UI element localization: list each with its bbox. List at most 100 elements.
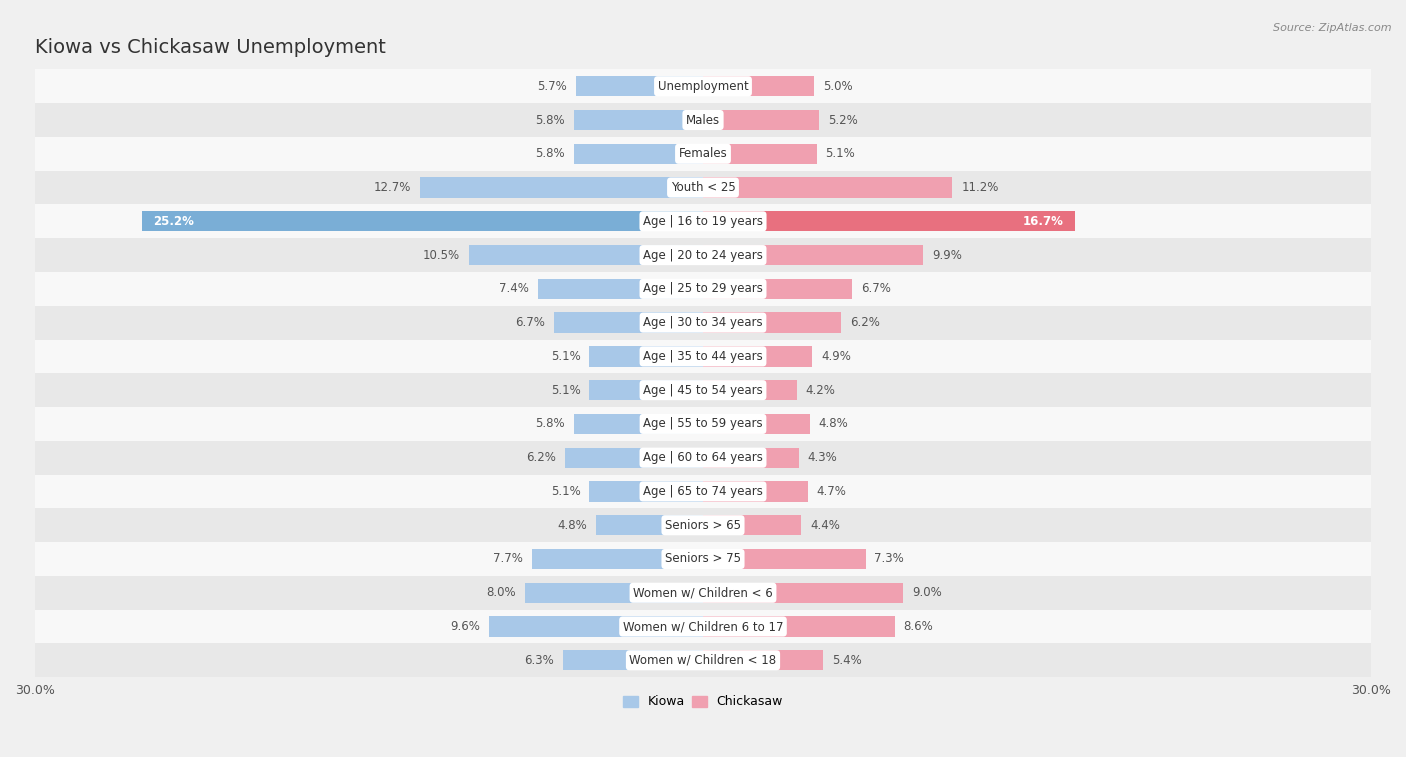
Bar [35,70,1371,103]
Bar [703,549,866,569]
Bar [562,650,703,671]
Bar [703,177,952,198]
Text: Seniors > 75: Seniors > 75 [665,553,741,565]
Text: Seniors > 65: Seniors > 65 [665,519,741,531]
Text: 5.1%: 5.1% [551,485,581,498]
Text: Age | 35 to 44 years: Age | 35 to 44 years [643,350,763,363]
Bar [142,211,703,232]
Text: Age | 25 to 29 years: Age | 25 to 29 years [643,282,763,295]
Bar [703,279,852,299]
Bar [703,616,894,637]
Text: 5.7%: 5.7% [537,79,567,93]
Bar [574,144,703,164]
Bar [703,76,814,96]
Text: Age | 55 to 59 years: Age | 55 to 59 years [643,417,763,431]
Bar [703,583,904,603]
Text: 4.8%: 4.8% [557,519,588,531]
Bar [554,313,703,333]
Bar [35,137,1371,170]
Bar [703,211,1076,232]
Bar [703,447,799,468]
Bar [703,380,797,400]
Text: Females: Females [679,148,727,160]
Bar [35,475,1371,509]
Bar [489,616,703,637]
Bar [420,177,703,198]
Bar [470,245,703,265]
Text: Age | 30 to 34 years: Age | 30 to 34 years [643,316,763,329]
Bar [35,103,1371,137]
Text: Youth < 25: Youth < 25 [671,181,735,194]
Text: Age | 60 to 64 years: Age | 60 to 64 years [643,451,763,464]
Bar [574,110,703,130]
Legend: Kiowa, Chickasaw: Kiowa, Chickasaw [619,690,787,713]
Bar [703,110,818,130]
Text: 8.0%: 8.0% [486,586,516,600]
Text: Age | 45 to 54 years: Age | 45 to 54 years [643,384,763,397]
Bar [531,549,703,569]
Text: 4.9%: 4.9% [821,350,851,363]
Bar [703,144,817,164]
Bar [35,643,1371,678]
Text: 5.1%: 5.1% [551,384,581,397]
Text: 5.0%: 5.0% [824,79,853,93]
Text: Age | 20 to 24 years: Age | 20 to 24 years [643,248,763,262]
Text: Women w/ Children < 6: Women w/ Children < 6 [633,586,773,600]
Text: 4.3%: 4.3% [807,451,838,464]
Bar [703,481,807,502]
Bar [589,346,703,366]
Text: Source: ZipAtlas.com: Source: ZipAtlas.com [1274,23,1392,33]
Text: Women w/ Children 6 to 17: Women w/ Children 6 to 17 [623,620,783,633]
Text: 9.9%: 9.9% [932,248,962,262]
Bar [703,346,813,366]
Text: 5.8%: 5.8% [536,114,565,126]
Bar [35,272,1371,306]
Text: Kiowa vs Chickasaw Unemployment: Kiowa vs Chickasaw Unemployment [35,38,385,57]
Bar [35,339,1371,373]
Text: Age | 16 to 19 years: Age | 16 to 19 years [643,215,763,228]
Text: 4.4%: 4.4% [810,519,839,531]
Text: 4.2%: 4.2% [806,384,835,397]
Bar [703,245,924,265]
Bar [35,407,1371,441]
Text: 5.4%: 5.4% [832,654,862,667]
Bar [35,542,1371,576]
Bar [703,313,841,333]
Text: 5.1%: 5.1% [551,350,581,363]
Bar [35,609,1371,643]
Text: Males: Males [686,114,720,126]
Text: 8.6%: 8.6% [904,620,934,633]
Text: 5.8%: 5.8% [536,148,565,160]
Text: 5.8%: 5.8% [536,417,565,431]
Bar [524,583,703,603]
Bar [596,515,703,535]
Text: Age | 65 to 74 years: Age | 65 to 74 years [643,485,763,498]
Bar [35,373,1371,407]
Text: 6.3%: 6.3% [524,654,554,667]
Text: 6.7%: 6.7% [860,282,891,295]
Bar [35,306,1371,339]
Bar [565,447,703,468]
Text: 6.2%: 6.2% [851,316,880,329]
Text: Unemployment: Unemployment [658,79,748,93]
Text: 6.2%: 6.2% [526,451,555,464]
Text: 4.7%: 4.7% [817,485,846,498]
Text: 12.7%: 12.7% [374,181,412,194]
Bar [538,279,703,299]
Text: Women w/ Children < 18: Women w/ Children < 18 [630,654,776,667]
Text: 7.7%: 7.7% [492,553,523,565]
Text: 25.2%: 25.2% [153,215,194,228]
Bar [35,170,1371,204]
Bar [703,650,824,671]
Bar [35,576,1371,609]
Text: 7.3%: 7.3% [875,553,904,565]
Text: 4.8%: 4.8% [818,417,849,431]
Bar [574,414,703,434]
Bar [35,238,1371,272]
Text: 16.7%: 16.7% [1024,215,1064,228]
Text: 10.5%: 10.5% [423,248,460,262]
Bar [703,515,801,535]
Text: 5.1%: 5.1% [825,148,855,160]
Text: 7.4%: 7.4% [499,282,529,295]
Bar [35,441,1371,475]
